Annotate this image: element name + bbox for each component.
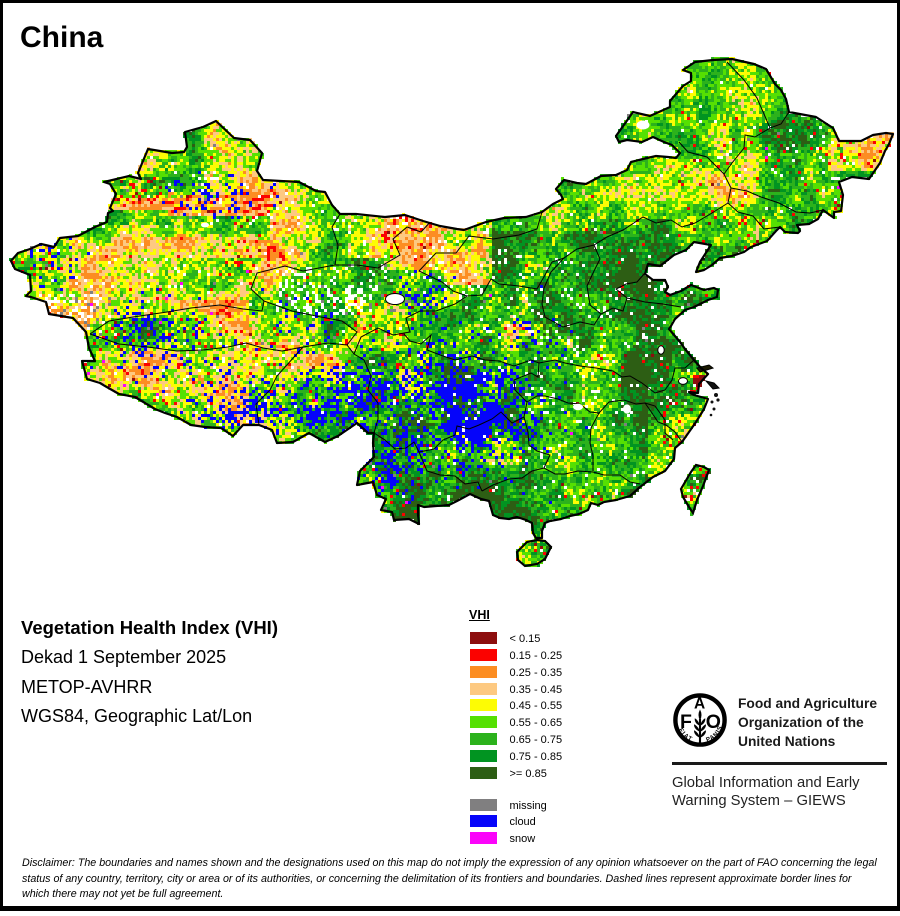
svg-text:O: O: [706, 711, 721, 733]
svg-text:F: F: [680, 711, 692, 733]
svg-text:A: A: [694, 696, 705, 713]
